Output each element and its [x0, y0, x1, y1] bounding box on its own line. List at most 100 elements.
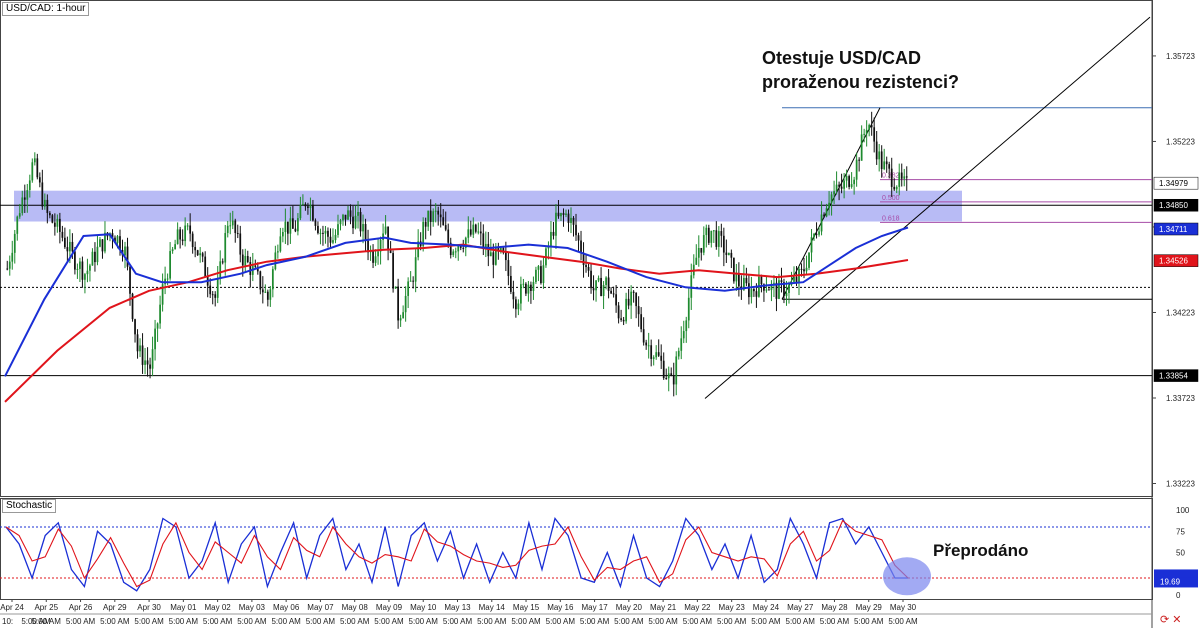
- candle-body: [547, 247, 550, 249]
- candle-body: [342, 214, 344, 221]
- x-time-label: 5:00 AM: [134, 617, 164, 626]
- candle-body: [359, 211, 362, 232]
- fib-label-1: 0.500: [882, 195, 900, 202]
- candle-body: [788, 284, 790, 293]
- candle-body: [585, 265, 587, 268]
- candle-body: [860, 134, 863, 161]
- candle-body: [727, 252, 730, 256]
- candle-body: [427, 210, 430, 227]
- stoch-k-line: [5, 516, 908, 592]
- candle-body: [424, 221, 427, 227]
- candle-body: [166, 278, 169, 280]
- candle-body: [840, 186, 843, 189]
- candle-body: [828, 202, 830, 209]
- candle-body: [525, 283, 527, 294]
- candle-body: [635, 292, 638, 307]
- candle-body: [181, 239, 184, 242]
- candle-body: [597, 277, 600, 281]
- candle-body: [775, 282, 778, 299]
- candle-body: [297, 218, 299, 232]
- candle-body: [71, 241, 74, 252]
- candle-body: [622, 319, 625, 322]
- candle-body: [810, 237, 813, 253]
- candle-body: [434, 210, 437, 212]
- candle-body: [535, 269, 537, 283]
- x-date-label: Apr 29: [103, 603, 127, 612]
- candle-body: [422, 221, 425, 247]
- y-tick-label: 1.33723: [1166, 394, 1195, 403]
- candle-body: [502, 247, 505, 253]
- candle-body: [838, 184, 840, 187]
- price-tag-bg: [1153, 176, 1199, 190]
- candle-body: [527, 284, 530, 294]
- candle-body: [151, 349, 154, 369]
- candle-body: [803, 269, 805, 272]
- candle-body: [96, 246, 99, 263]
- x-date-label: May 23: [719, 603, 746, 612]
- candle-body: [572, 217, 575, 225]
- candle-body: [732, 257, 735, 282]
- candle-body: [432, 211, 435, 223]
- candle-body: [314, 220, 317, 226]
- candle-body: [700, 248, 703, 253]
- candle-body: [367, 240, 369, 253]
- stoch-tick-label: 75: [1176, 527, 1185, 536]
- price-tag-bg: [1153, 198, 1199, 212]
- candle-body: [687, 297, 690, 321]
- candle-body: [276, 251, 279, 253]
- candle-body: [136, 334, 139, 352]
- candle-body: [600, 277, 602, 296]
- candle-body: [442, 217, 445, 226]
- candle-body: [89, 265, 91, 271]
- candle-body: [76, 268, 79, 270]
- candle-body: [69, 241, 71, 252]
- x-date-label: May 22: [684, 603, 711, 612]
- candle-body: [452, 251, 455, 256]
- candle-body: [149, 364, 151, 369]
- candle-body: [843, 180, 845, 189]
- candle-body: [221, 261, 224, 263]
- candle-body: [169, 251, 171, 279]
- candle-body: [707, 227, 710, 243]
- candle-body: [680, 338, 683, 351]
- candle-body: [104, 232, 106, 252]
- price-tag-label: 1.34526: [1159, 257, 1188, 266]
- candle-body: [404, 295, 407, 313]
- candle-body: [630, 291, 633, 306]
- candle-body: [542, 265, 545, 284]
- candle-body: [86, 270, 89, 275]
- y-tick-label: 1.33223: [1166, 480, 1195, 489]
- stoch-tick-label: 100: [1176, 506, 1190, 515]
- candle-body: [74, 251, 76, 270]
- x-date-label: May 20: [616, 603, 643, 612]
- candle-body: [99, 239, 101, 247]
- candle-body: [697, 248, 700, 258]
- candle-body: [482, 233, 485, 248]
- candle-body: [632, 291, 635, 293]
- candle-body: [657, 352, 660, 356]
- candle-body: [662, 360, 665, 379]
- candle-body: [602, 285, 605, 296]
- candle-body: [204, 256, 207, 278]
- candle-body: [384, 226, 387, 234]
- candle-body: [46, 199, 49, 213]
- candle-body: [870, 125, 873, 128]
- corner-tool-icons[interactable]: ⟳ ✕: [1160, 614, 1182, 626]
- candle-body: [224, 233, 227, 263]
- candle-body: [489, 252, 492, 257]
- candle-body: [324, 230, 327, 234]
- x-time-label: 5:00 AM: [648, 617, 678, 626]
- candle-body: [610, 290, 612, 294]
- candle-body: [705, 227, 708, 236]
- x-time-label: 5:00 AM: [409, 617, 439, 626]
- candle-body: [464, 237, 467, 248]
- candle-body: [176, 229, 179, 245]
- x-date-label: Apr 30: [137, 603, 161, 612]
- candle-body: [647, 345, 650, 347]
- candle-body: [312, 204, 314, 221]
- candle-body: [412, 280, 415, 282]
- candle-body: [469, 229, 472, 235]
- candle-body: [735, 274, 738, 282]
- chart-title: USD/CAD: 1-hour: [2, 2, 90, 16]
- y-tick-label: 1.35223: [1166, 137, 1195, 146]
